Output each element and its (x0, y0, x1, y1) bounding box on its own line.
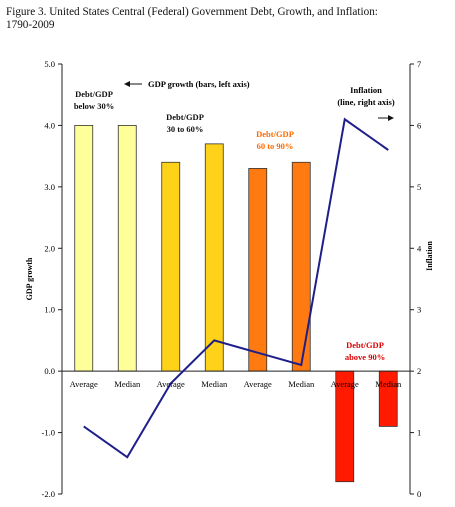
gdp-arrow-head (124, 81, 130, 87)
gdp-growth-bar (248, 168, 268, 372)
right-tick-label: 7 (417, 59, 421, 69)
left-tick-label: 0.0 (44, 366, 55, 376)
group-label: Debt/GDP (166, 112, 204, 122)
chart-labels: Average Median Average Median Average Median A… (25, 79, 434, 389)
inflation-line-group (83, 117, 389, 459)
group-label: Debt/GDP (256, 129, 294, 139)
group-label: 60 to 90% (257, 141, 294, 151)
group-label: Debt/GDP (346, 340, 384, 350)
category-label: Median (114, 379, 141, 389)
left-tick-label: 3.0 (44, 182, 55, 192)
inflation-annotation-line2: (line, right axis) (337, 97, 395, 107)
gdp-growth-bar (74, 125, 94, 372)
axes: -2.0 -1.0 0.0 1.0 2.0 3.0 4.0 5.0 0 1 2 3 4 5 6 7 (42, 59, 422, 499)
category-label: Median (201, 379, 228, 389)
group-label: 30 to 60% (167, 124, 204, 134)
gdp-growth-bar (161, 161, 181, 372)
left-tick-label: -1.0 (42, 428, 55, 438)
figure-title-line2: 1790-2009 (6, 19, 55, 31)
figure-title: Figure 3. United States Central (Federal… (6, 6, 451, 32)
right-tick-label: 1 (417, 428, 421, 438)
group-label: Debt/GDP (75, 89, 113, 99)
left-tick-label: 1.0 (44, 305, 55, 315)
category-label: Average (157, 379, 185, 389)
category-label: Average (244, 379, 272, 389)
left-tick-label: 2.0 (44, 243, 55, 253)
right-axis-title: Inflation (425, 241, 434, 271)
category-label: Average (70, 379, 98, 389)
left-tick-label: 5.0 (44, 59, 55, 69)
category-label: Median (375, 379, 402, 389)
gdp-growth-bar (291, 161, 311, 372)
right-tick-label: 5 (417, 182, 421, 192)
category-label: Average (331, 379, 359, 389)
left-tick-label: -2.0 (42, 489, 55, 499)
inflation-line (83, 117, 389, 459)
bars (74, 125, 398, 483)
group-label: below 30% (74, 101, 114, 111)
gdp-growth-annotation: GDP growth (bars, left axis) (148, 79, 250, 89)
group-label: above 90% (345, 352, 385, 362)
gdp-growth-bar (204, 143, 224, 372)
category-label: Median (288, 379, 315, 389)
inflation-arrow-head (388, 115, 394, 121)
right-tick-label: 3 (417, 305, 421, 315)
left-tick-label: 4.0 (44, 120, 55, 130)
right-tick-label: 2 (417, 366, 421, 376)
right-tick-label: 0 (417, 489, 421, 499)
right-tick-label: 6 (417, 120, 421, 130)
right-tick-label: 4 (417, 243, 422, 253)
gdp-growth-bar (117, 125, 137, 372)
inflation-annotation-line1: Inflation (350, 85, 382, 95)
figure-title-line1: Figure 3. United States Central (Federal… (6, 6, 378, 18)
left-axis-title: GDP growth (25, 257, 34, 300)
